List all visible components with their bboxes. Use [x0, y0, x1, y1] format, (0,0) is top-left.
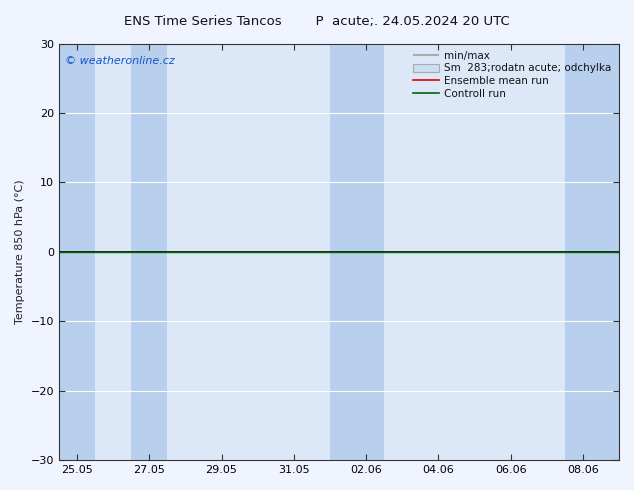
Bar — [565, 44, 619, 460]
Bar — [59, 44, 95, 460]
Bar — [131, 44, 167, 460]
Y-axis label: Temperature 850 hPa (°C): Temperature 850 hPa (°C) — [15, 179, 25, 324]
Text: © weatheronline.cz: © weatheronline.cz — [65, 56, 174, 66]
Legend: min/max, Sm  283;rodatn acute; odchylka, Ensemble mean run, Controll run: min/max, Sm 283;rodatn acute; odchylka, … — [411, 49, 614, 100]
Bar — [330, 44, 384, 460]
Text: ENS Time Series Tancos        P  acute;. 24.05.2024 20 UTC: ENS Time Series Tancos P acute;. 24.05.2… — [124, 15, 510, 28]
